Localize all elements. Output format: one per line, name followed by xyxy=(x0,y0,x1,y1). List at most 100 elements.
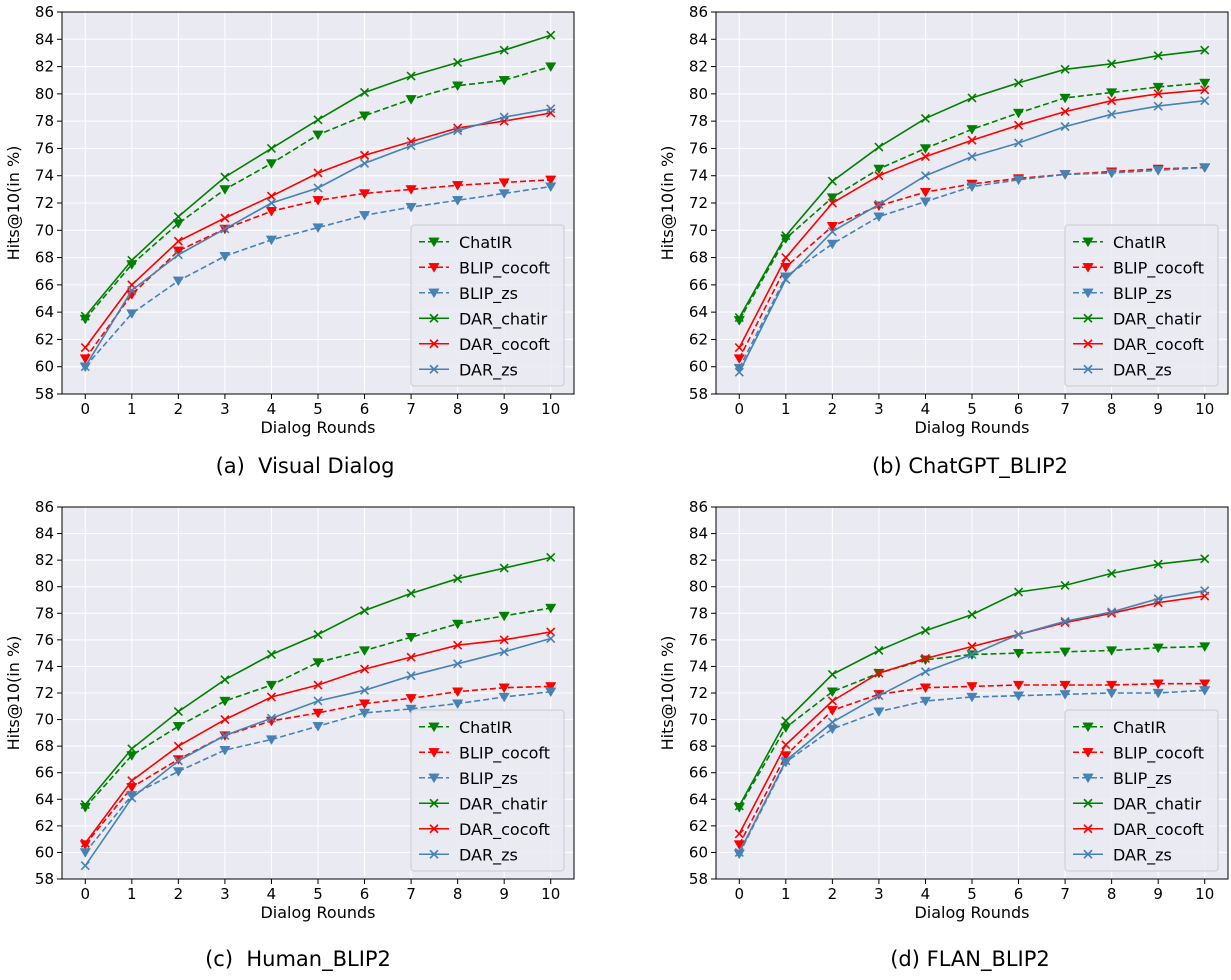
x-tick-label: 7 xyxy=(406,885,416,903)
x-tick-label: 8 xyxy=(1107,400,1117,418)
plot-frame xyxy=(61,11,575,395)
y-tick-label: 82 xyxy=(689,551,708,569)
y-tick-label: 64 xyxy=(689,790,708,808)
y-tick-label: 62 xyxy=(689,330,708,348)
data-point xyxy=(1059,93,1071,104)
data-point xyxy=(498,178,510,188)
data-point xyxy=(967,649,977,660)
data-point xyxy=(265,159,278,169)
y-tick-label: 58 xyxy=(35,870,54,888)
x-tick-label: 2 xyxy=(828,400,838,418)
data-point xyxy=(1107,607,1117,617)
data-point xyxy=(1105,88,1118,98)
data-point xyxy=(406,71,416,81)
data-point xyxy=(313,168,323,178)
data-point xyxy=(80,861,90,871)
data-point xyxy=(781,716,791,726)
data-point xyxy=(967,610,977,620)
x-tick-label: 9 xyxy=(499,885,509,903)
data-point xyxy=(266,649,277,660)
legend-label: DAR_chatir xyxy=(1113,309,1202,329)
data-point xyxy=(1105,688,1118,699)
legend-label: DAR_cocoft xyxy=(459,335,550,355)
legend: ChatIR BLIP_cocoft BLIP_zs DAR_chatir DAR_co… xyxy=(410,709,565,872)
data-point xyxy=(80,343,90,353)
y-tick-label: 82 xyxy=(35,58,54,76)
y-tick-label: 70 xyxy=(35,711,54,729)
y-tick-label: 70 xyxy=(689,711,708,729)
plot-frame xyxy=(61,506,575,880)
data-point xyxy=(1013,78,1024,88)
y-tick-label: 64 xyxy=(35,303,54,321)
x-tick-label: 5 xyxy=(967,885,977,903)
y-tick-label: 60 xyxy=(35,358,54,376)
data-point xyxy=(1200,586,1210,596)
data-point xyxy=(173,741,183,751)
data-point xyxy=(453,640,463,650)
series-DAR_zs xyxy=(734,586,1210,857)
y-tick-label: 62 xyxy=(689,817,708,835)
data-point xyxy=(873,707,885,718)
x-tick-label: 10 xyxy=(1195,885,1214,903)
data-point xyxy=(127,285,137,295)
y-tick-label: 72 xyxy=(35,194,54,212)
legend-marker xyxy=(429,313,439,323)
data-point xyxy=(220,675,230,685)
data-point xyxy=(499,635,509,645)
panel-caption: (c) Human_BLIP2 xyxy=(205,947,391,972)
data-point xyxy=(1013,138,1024,148)
data-point xyxy=(312,722,324,732)
y-tick-label: 82 xyxy=(35,551,54,569)
x-tick-label: 1 xyxy=(127,400,137,418)
data-point xyxy=(358,699,371,710)
data-point xyxy=(546,633,556,644)
data-point xyxy=(219,745,231,756)
data-point xyxy=(734,801,744,811)
series-BLIP_cocoft xyxy=(79,175,557,364)
data-point xyxy=(920,171,931,181)
x-axis-label: Dialog Rounds xyxy=(914,418,1029,437)
y-tick-label: 68 xyxy=(35,737,54,755)
data-point xyxy=(405,694,417,704)
data-point xyxy=(358,646,371,656)
data-point xyxy=(313,629,323,640)
legend-label: DAR_zs xyxy=(459,845,518,865)
series-ChatIR xyxy=(79,603,557,813)
panel-caption: (d) FLAN_BLIP2 xyxy=(890,947,1050,972)
data-point xyxy=(172,722,185,732)
data-point xyxy=(1012,648,1025,659)
data-point xyxy=(967,135,977,145)
y-tick-label: 80 xyxy=(35,85,54,103)
data-point xyxy=(265,207,278,217)
data-point xyxy=(405,704,417,715)
series-DAR_zs xyxy=(734,96,1210,377)
y-tick-label: 74 xyxy=(689,167,708,185)
y-axis-label: Hits@10(in %) xyxy=(658,636,677,751)
y-tick-label: 68 xyxy=(689,737,708,755)
y-tick-label: 58 xyxy=(689,870,708,888)
x-tick-label: 10 xyxy=(541,400,560,418)
data-point xyxy=(827,176,837,186)
legend-label: ChatIR xyxy=(1113,233,1166,252)
y-tick-label: 76 xyxy=(35,139,54,157)
data-point xyxy=(734,343,744,353)
legend: ChatIR BLIP_cocoft BLIP_zs DAR_chatir DAR_co… xyxy=(410,224,565,387)
data-point xyxy=(1059,170,1071,180)
data-point xyxy=(1060,107,1070,117)
data-point xyxy=(405,95,417,105)
y-tick-label: 86 xyxy=(689,3,708,21)
data-point xyxy=(498,189,510,199)
y-tick-label: 58 xyxy=(689,385,708,403)
legend-marker xyxy=(1083,364,1093,374)
legend-label: ChatIR xyxy=(459,233,512,252)
data-point xyxy=(359,158,370,169)
data-point xyxy=(920,667,931,677)
y-tick-label: 66 xyxy=(35,764,54,782)
x-tick-label: 9 xyxy=(1153,885,1163,903)
y-tick-label: 86 xyxy=(35,3,54,21)
x-tick-label: 1 xyxy=(781,400,791,418)
data-point xyxy=(220,213,230,223)
data-point xyxy=(1200,554,1210,564)
